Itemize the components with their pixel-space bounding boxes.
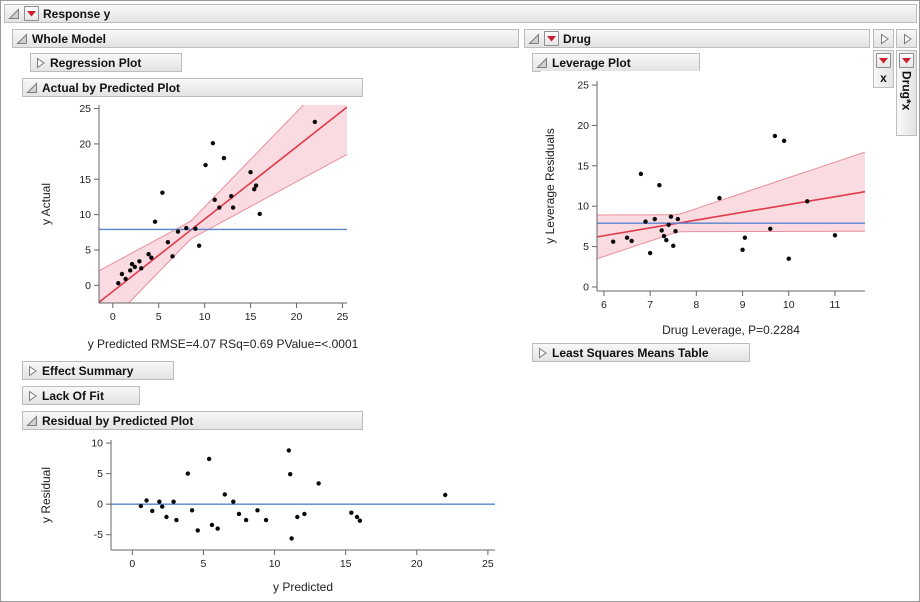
svg-text:20: 20 [291, 311, 303, 323]
svg-text:20: 20 [577, 120, 589, 132]
svg-text:5: 5 [201, 558, 207, 570]
svg-text:10: 10 [79, 209, 91, 221]
tab-drug-x-label: Drug*x [899, 71, 914, 111]
svg-text:10: 10 [783, 299, 795, 311]
svg-text:5: 5 [97, 468, 103, 480]
disclosure-open-icon[interactable] [528, 32, 540, 45]
residual-by-predicted-plot[interactable]: 0 5 10 15 20 25 -5 0 5 10 y Predicted y Residual [37, 432, 507, 596]
red-triangle-menu[interactable] [876, 53, 891, 68]
svg-text:5: 5 [85, 244, 91, 256]
svg-text:-5: -5 [94, 529, 103, 541]
svg-text:5: 5 [583, 241, 589, 253]
disclosure-closed-icon [903, 33, 912, 44]
red-triangle-menu[interactable] [24, 6, 39, 21]
disclosure-closed-icon [880, 33, 889, 44]
disclosure-closed-icon[interactable] [26, 390, 38, 402]
svg-text:7: 7 [647, 299, 653, 311]
leverage-plot-header[interactable]: Leverage Plot [532, 53, 700, 72]
leverage-plot[interactable]: 6 7 8 9 10 11 0 5 10 15 20 25 Drug Leverage, P=0.228… [541, 71, 877, 339]
disclosure-closed-icon[interactable] [536, 347, 548, 359]
svg-text:10: 10 [91, 438, 103, 450]
regression-plot-title: Regression Plot [50, 55, 142, 70]
collapsed-tab-x[interactable]: x [873, 50, 894, 88]
collapsed-drug-x-disclosure-button[interactable] [896, 29, 917, 48]
svg-text:y Predicted RMSE=4.07 RSq=0.69: y Predicted RMSE=4.07 RSq=0.69 PValue=<.… [88, 337, 359, 351]
lack-of-fit-title: Lack Of Fit [42, 388, 105, 403]
svg-text:0: 0 [110, 311, 116, 323]
regression-plot-header[interactable]: Regression Plot [30, 53, 182, 72]
svg-text:15: 15 [577, 160, 589, 172]
response-header[interactable]: Response y [4, 4, 917, 23]
least-squares-means-title: Least Squares Means Table [552, 345, 709, 360]
actual-by-predicted-title: Actual by Predicted Plot [42, 80, 181, 95]
svg-text:15: 15 [79, 174, 91, 186]
actual-by-predicted-plot[interactable]: 0 5 10 15 20 25 0 5 10 15 20 25 y Predicted RMSE=4.0… [37, 97, 359, 353]
svg-text:20: 20 [79, 138, 91, 150]
disclosure-open-icon[interactable] [536, 56, 548, 69]
svg-text:y Residual: y Residual [39, 467, 53, 523]
collapsed-x-disclosure-button[interactable] [873, 29, 894, 48]
svg-text:0: 0 [97, 499, 103, 511]
svg-text:0: 0 [85, 280, 91, 292]
svg-text:5: 5 [156, 311, 162, 323]
svg-text:10: 10 [577, 201, 589, 213]
svg-text:10: 10 [199, 311, 211, 323]
svg-text:15: 15 [340, 558, 352, 570]
svg-text:6: 6 [601, 299, 607, 311]
disclosure-open-icon[interactable] [8, 7, 20, 20]
svg-text:8: 8 [693, 299, 699, 311]
svg-text:25: 25 [577, 80, 589, 92]
svg-text:25: 25 [482, 558, 494, 570]
drug-title: Drug [563, 31, 591, 46]
effect-summary-title: Effect Summary [42, 363, 134, 378]
least-squares-means-header[interactable]: Least Squares Means Table [532, 343, 750, 362]
svg-text:25: 25 [79, 103, 91, 115]
disclosure-closed-icon[interactable] [26, 365, 38, 377]
actual-by-predicted-header[interactable]: Actual by Predicted Plot [22, 78, 363, 97]
red-triangle-menu[interactable] [899, 53, 914, 68]
drug-header[interactable]: Drug [524, 29, 870, 48]
residual-by-predicted-header[interactable]: Residual by Predicted Plot [22, 411, 363, 430]
collapsed-tab-drug-x[interactable]: Drug*x [896, 50, 917, 136]
svg-text:y Actual: y Actual [39, 183, 53, 225]
lack-of-fit-header[interactable]: Lack Of Fit [22, 386, 140, 405]
effect-summary-header[interactable]: Effect Summary [22, 361, 174, 380]
svg-text:10: 10 [269, 558, 281, 570]
leverage-plot-title: Leverage Plot [552, 55, 631, 70]
tab-x-label: x [880, 71, 887, 85]
svg-text:20: 20 [411, 558, 423, 570]
residual-by-predicted-title: Residual by Predicted Plot [42, 413, 194, 428]
disclosure-open-icon[interactable] [16, 32, 28, 45]
svg-text:0: 0 [583, 281, 589, 293]
whole-model-header[interactable]: Whole Model [12, 29, 519, 48]
svg-text:y Predicted: y Predicted [273, 580, 333, 594]
red-triangle-menu[interactable] [544, 31, 559, 46]
svg-text:11: 11 [830, 299, 841, 311]
svg-text:Drug Leverage, P=0.2284: Drug Leverage, P=0.2284 [662, 323, 800, 337]
svg-text:9: 9 [740, 299, 746, 311]
disclosure-open-icon[interactable] [26, 81, 38, 94]
svg-text:25: 25 [337, 311, 349, 323]
svg-text:0: 0 [129, 558, 135, 570]
disclosure-open-icon[interactable] [26, 414, 38, 427]
disclosure-closed-icon[interactable] [34, 57, 46, 69]
response-title: Response y [43, 6, 111, 21]
svg-text:15: 15 [245, 311, 257, 323]
svg-text:y Leverage Residuals: y Leverage Residuals [543, 128, 557, 243]
whole-model-title: Whole Model [32, 31, 106, 46]
